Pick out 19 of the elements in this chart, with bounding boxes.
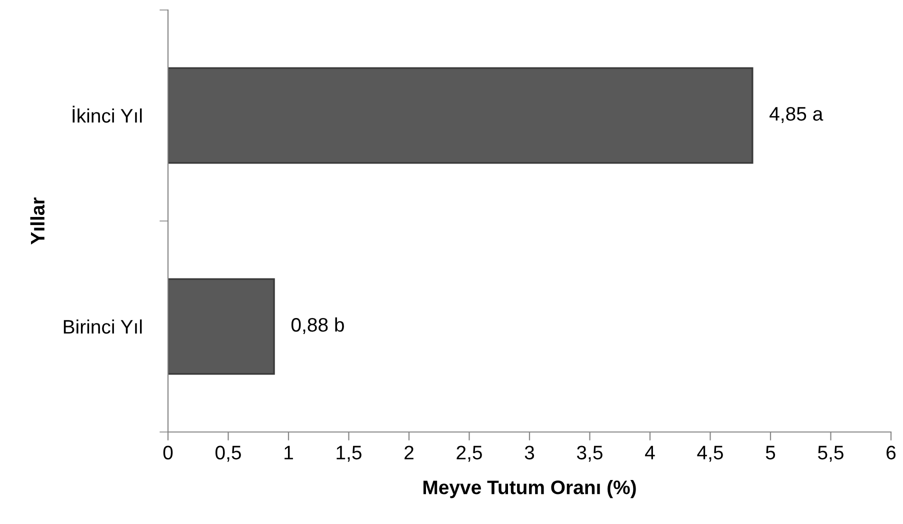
x-tick-label: 2 — [404, 446, 414, 460]
x-tick-label: 0,5 — [215, 446, 241, 462]
x-tick-label: 1,5 — [336, 446, 362, 462]
x-tick-label: 3,5 — [576, 446, 602, 462]
y-tick-label: Birinci Yıl — [64, 319, 142, 334]
x-tick-label: 2,5 — [456, 446, 482, 462]
y-tick-label: İkinci Yıl — [72, 106, 142, 123]
data-label: 0,88 b — [291, 317, 344, 334]
x-tick-label: 4 — [645, 446, 655, 460]
x-axis-title: Meyve Tutum Oranı (%) — [423, 480, 636, 498]
x-tick-label: 1 — [284, 446, 293, 460]
x-tick-label: 5,5 — [818, 446, 844, 462]
data-label: 4,85 a — [770, 106, 824, 124]
x-tick-label: 0 — [163, 446, 173, 460]
x-tick-label: 6 — [886, 446, 896, 460]
x-tick-label: 5 — [766, 446, 776, 460]
x-tick-label: 4,5 — [697, 446, 723, 462]
x-tick-label: 3 — [524, 446, 534, 460]
y-axis-title: Yıllar — [30, 198, 45, 244]
